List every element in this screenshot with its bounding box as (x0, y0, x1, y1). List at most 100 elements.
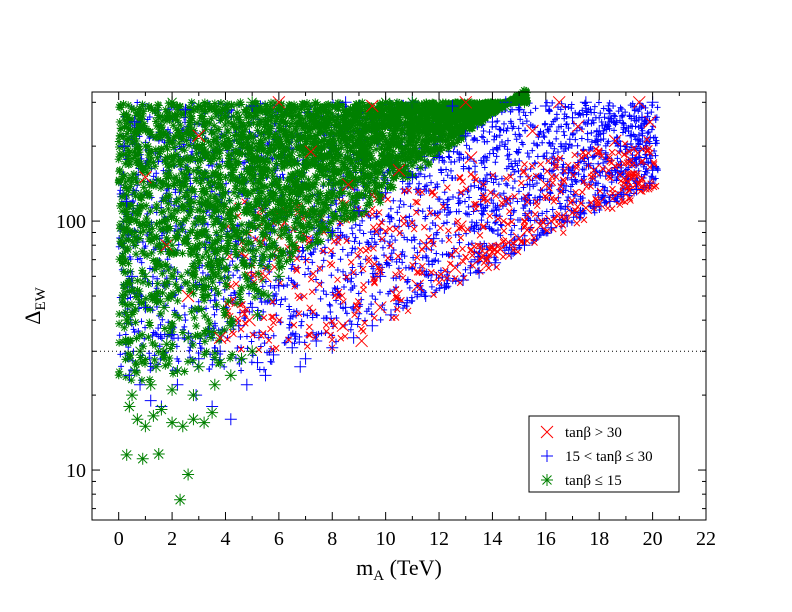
density-mark-blue (462, 210, 469, 217)
density-mark-blue (590, 153, 597, 160)
density-mark-blue (587, 106, 594, 113)
density-mark-blue (653, 140, 660, 147)
density-mark-blue (514, 162, 521, 169)
density-mark-red (537, 161, 544, 168)
density-mark-red (397, 268, 404, 276)
density-mark-blue (648, 126, 655, 133)
density-mark-red (578, 188, 586, 196)
density-mark-blue (423, 182, 430, 189)
density-mark-red (551, 215, 559, 223)
density-mark-blue (196, 340, 203, 347)
density-mark-blue (503, 244, 510, 251)
density-mark-blue (547, 142, 554, 149)
density-mark-green (215, 336, 224, 345)
density-mark-blue (490, 179, 497, 186)
density-mark-blue (496, 213, 503, 220)
density-mark-red (308, 288, 316, 296)
density-mark-red (400, 220, 408, 227)
density-mark-blue (434, 183, 441, 190)
density-mark-blue (154, 275, 161, 282)
density-mark-blue (259, 283, 266, 290)
density-mark-blue (546, 139, 553, 146)
density-mark-blue (540, 132, 547, 139)
density-mark-blue (526, 153, 533, 160)
density-mark-blue (478, 133, 485, 140)
density-mark-blue (547, 190, 554, 197)
density-mark-blue (512, 158, 519, 165)
density-mark-blue (497, 221, 504, 228)
density-mark-blue (404, 279, 411, 286)
density-mark-blue (388, 233, 395, 240)
density-mark-blue (489, 227, 496, 234)
density-mark-blue (558, 100, 565, 107)
density-mark-blue (304, 312, 311, 319)
density-mark-blue (568, 105, 575, 112)
density-mark-blue (567, 188, 574, 195)
density-mark-blue (300, 311, 307, 318)
density-mark-blue (456, 197, 463, 204)
density-mark-green (138, 220, 147, 229)
density-mark-red (300, 292, 308, 300)
density-mark-blue (588, 138, 595, 145)
density-mark-blue (401, 253, 408, 260)
density-mark-blue (241, 315, 248, 322)
density-mark-blue (364, 239, 371, 246)
density-mark-blue (456, 253, 463, 260)
density-mark-blue (337, 229, 344, 236)
density-mark-blue (393, 258, 400, 265)
density-mark-blue (617, 104, 624, 111)
density-mark-blue (385, 213, 392, 220)
density-mark-blue (258, 299, 265, 306)
density-mark-blue (606, 99, 613, 106)
density-mark-green (121, 308, 130, 317)
density-mark-blue (146, 265, 153, 272)
density-mark-blue (544, 126, 551, 133)
density-mark-blue (333, 314, 340, 321)
density-mark-blue (566, 166, 573, 173)
density-mark-blue (144, 116, 151, 123)
density-mark-red (399, 214, 407, 222)
density-mark-blue (580, 111, 587, 118)
density-mark-blue (356, 240, 363, 247)
density-mark-blue (532, 194, 539, 201)
density-mark-blue (386, 239, 393, 246)
density-mark-blue (644, 113, 651, 120)
density-mark-green (127, 376, 136, 385)
density-mark-blue (327, 302, 334, 309)
density-mark-red (378, 218, 385, 226)
density-mark-blue (492, 218, 499, 225)
density-mark-blue (296, 333, 303, 340)
density-mark-blue (546, 106, 553, 113)
density-mark-blue (439, 237, 446, 244)
density-mark-blue (432, 257, 439, 264)
density-mark-blue (504, 137, 511, 144)
density-mark-blue (448, 174, 455, 181)
density-mark-blue (355, 315, 362, 322)
density-mark-red (444, 184, 451, 192)
density-mark-blue (511, 207, 518, 214)
density-mark-blue (467, 270, 474, 277)
density-mark-blue (348, 278, 355, 285)
density-mark-blue (635, 108, 642, 115)
density-mark-blue (397, 198, 404, 205)
density-mark-blue (146, 355, 153, 362)
density-mark-blue (387, 205, 394, 212)
density-mark-green (161, 361, 170, 370)
density-mark-blue (548, 121, 555, 128)
density-mark-blue (492, 204, 499, 211)
density-mark-blue (289, 261, 296, 268)
density-mark-red (265, 337, 273, 344)
density-mark-blue (416, 240, 423, 247)
density-mark-blue (537, 194, 544, 201)
density-mark-blue (652, 175, 659, 182)
density-mark-blue (435, 196, 442, 203)
density-mark-blue (429, 261, 436, 268)
density-mark-blue (347, 326, 354, 333)
density-mark-blue (428, 179, 435, 186)
density-mark-red (373, 228, 380, 235)
density-mark-blue (279, 171, 286, 178)
density-mark-blue (400, 201, 407, 208)
density-mark-blue (329, 289, 336, 296)
density-mark-blue (597, 110, 604, 117)
density-mark-blue (613, 177, 620, 184)
